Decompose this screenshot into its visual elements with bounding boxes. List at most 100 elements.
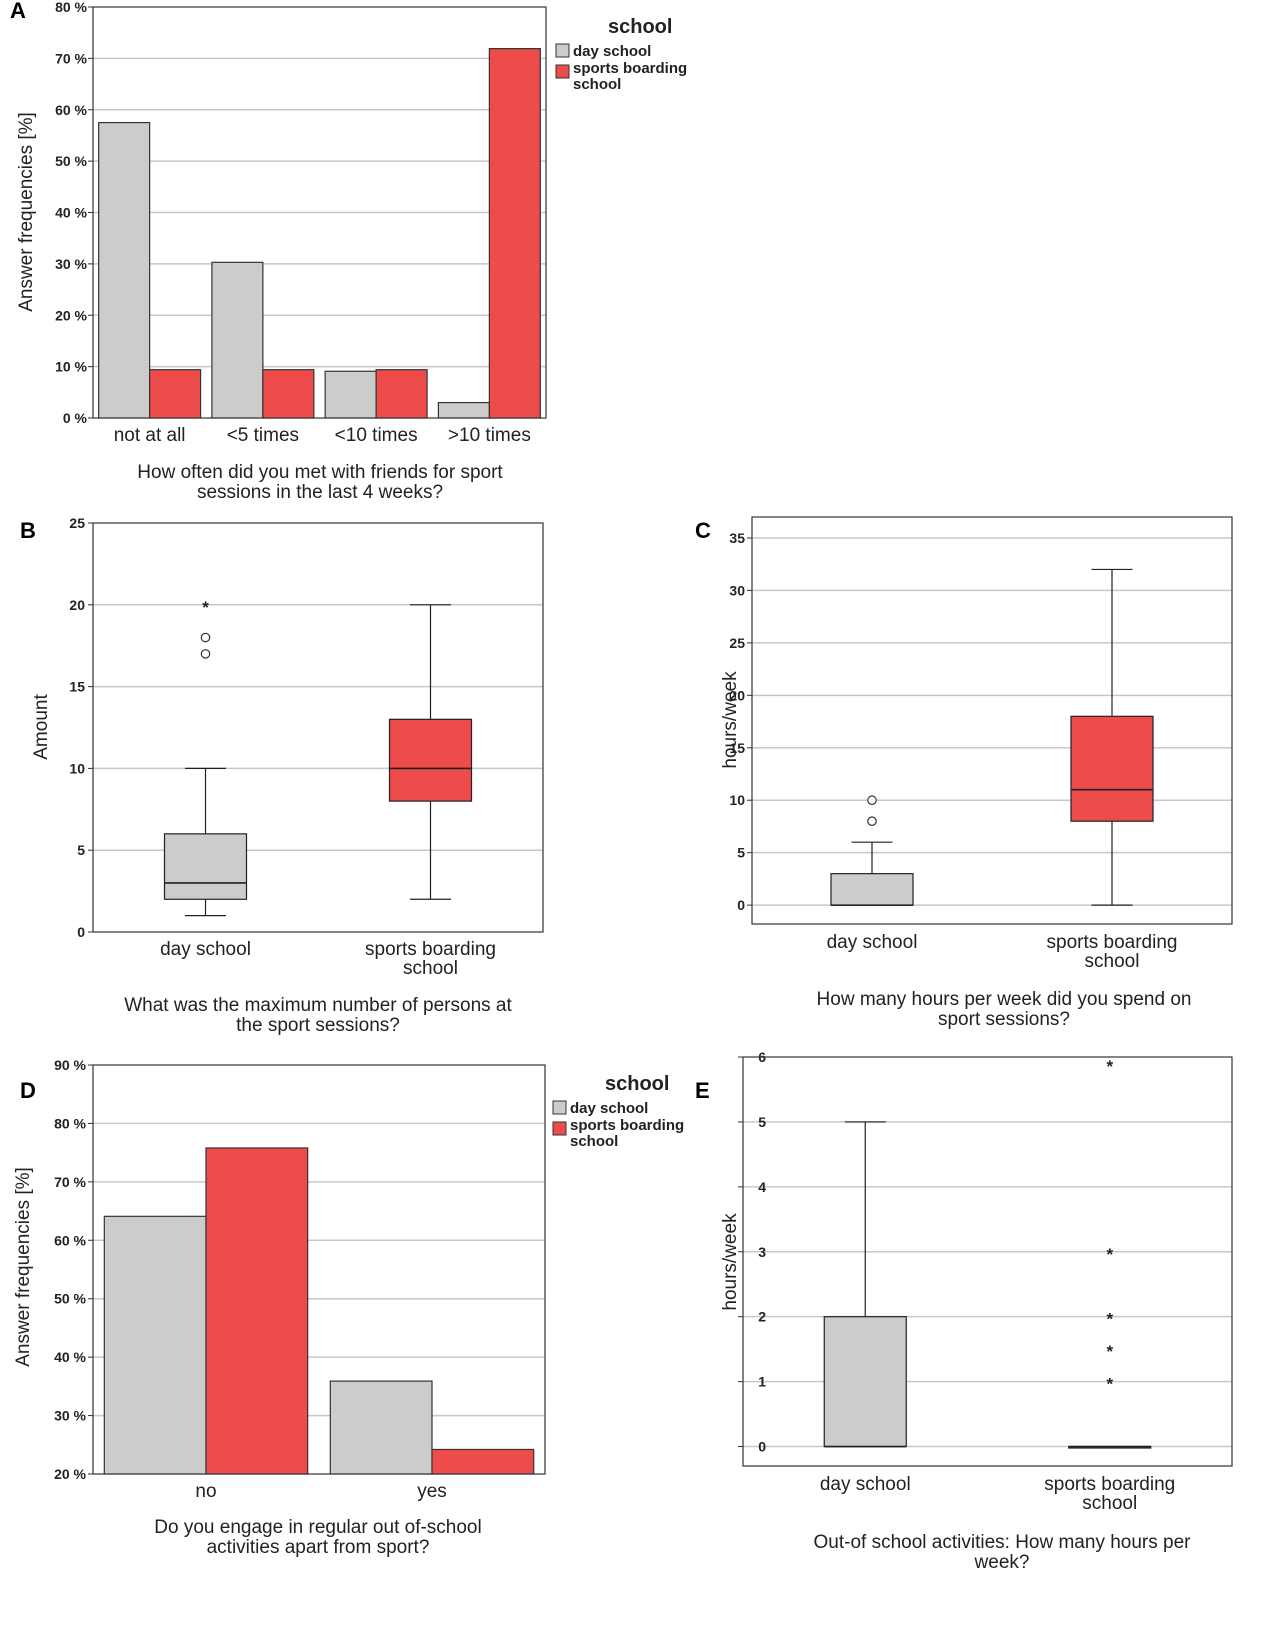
y-tick-label: 30 xyxy=(729,582,745,598)
legend-label-sports-boarding-school: sports boarding xyxy=(573,60,687,77)
legend-label-sports-boarding-school: sports boarding xyxy=(570,1117,684,1134)
bar xyxy=(205,1147,309,1475)
y-tick-label: 60 % xyxy=(54,1232,86,1248)
bar xyxy=(149,369,202,419)
y-tick-label: 4 xyxy=(758,1179,766,1195)
bar xyxy=(488,48,541,419)
y-tick-label: 40 % xyxy=(55,205,87,221)
x-tick-label: day school xyxy=(160,939,251,960)
extreme-point: * xyxy=(1106,1310,1113,1329)
panel-letter-a: A xyxy=(10,0,26,23)
y-tick-label: 0 xyxy=(77,924,85,940)
y-tick-label: 35 xyxy=(729,530,745,546)
bar xyxy=(324,370,377,419)
box xyxy=(1070,715,1154,822)
y-tick-label: 70 % xyxy=(55,50,87,66)
y-tick-label: 5 xyxy=(77,842,85,858)
y-tick-label: 80 % xyxy=(54,1115,86,1131)
x-tick-label: sports boarding xyxy=(1044,1474,1175,1495)
y-tick-label: 1 xyxy=(758,1374,766,1390)
y-axis-title: Answer frequencies [%] xyxy=(13,1167,34,1367)
panel-c-chart: 0 5 10 15 20 25 30 35 hours/week How many hours p… xyxy=(720,516,1233,1030)
box xyxy=(163,833,248,900)
y-axis-title: Answer frequencies [%] xyxy=(16,112,37,312)
y-tick-label: 5 xyxy=(758,1114,766,1130)
x-tick-label: school xyxy=(1085,951,1140,972)
x-tick-label: day school xyxy=(827,932,918,953)
y-tick-label: 10 % xyxy=(55,359,87,375)
box xyxy=(823,1316,907,1448)
legend-swatch-sports-boarding-school xyxy=(552,1121,567,1136)
legend-label-sports-boarding-school: school xyxy=(573,76,621,93)
y-tick-label: 0 xyxy=(737,897,745,913)
x-tick-label: sports boarding xyxy=(1047,932,1178,953)
y-tick-label: 30 % xyxy=(54,1408,86,1424)
plot-frame xyxy=(92,6,547,419)
panel-letter-e: E xyxy=(695,1078,710,1103)
y-tick-label: 10 xyxy=(69,760,85,776)
legend-label-day-school: day school xyxy=(573,43,651,60)
plot-frame xyxy=(92,522,544,933)
outlier-point xyxy=(200,632,211,643)
y-tick-label: 2 xyxy=(758,1309,766,1325)
y-axis-title: hours/week xyxy=(720,671,741,769)
x-axis-title: sport sessions? xyxy=(938,1009,1070,1030)
panel-letter-c: C xyxy=(695,518,711,543)
y-tick-label: 30 % xyxy=(55,256,87,272)
bar xyxy=(329,1380,433,1475)
x-axis-title: Do you engage in regular out of-school xyxy=(154,1517,481,1538)
legend-swatch-sports-boarding-school xyxy=(555,64,570,79)
legend-swatch-day-school xyxy=(555,43,570,58)
y-tick-label: 20 % xyxy=(55,307,87,323)
extreme-point: * xyxy=(202,598,209,617)
x-axis-title: the sport sessions? xyxy=(236,1015,400,1036)
outlier-point xyxy=(867,795,877,806)
box xyxy=(830,873,914,906)
x-tick-label: day school xyxy=(820,1474,911,1495)
extreme-point: * xyxy=(1106,1342,1113,1361)
x-tick-label: school xyxy=(1082,1493,1137,1514)
legend-swatch-day-school xyxy=(552,1100,567,1115)
plot-frame xyxy=(751,516,1233,925)
bar xyxy=(103,1215,207,1475)
panel-letter-d: D xyxy=(20,1078,36,1103)
bar xyxy=(431,1448,535,1475)
x-axis-title: What was the maximum number of persons a… xyxy=(124,995,512,1016)
y-axis-title: hours/week xyxy=(720,1213,741,1311)
x-tick-label: no xyxy=(195,1481,216,1502)
extreme-point: * xyxy=(1106,1057,1113,1076)
x-axis-title: activities apart from sport? xyxy=(207,1537,430,1558)
x-axis-title: How often did you met with friends for s… xyxy=(137,462,503,483)
panel-a-chart: 0 % 10 % 20 % 30 % 40 % 50 % 60 % 70 % 80 % Answe… xyxy=(16,0,687,503)
y-tick-label: 20 xyxy=(69,597,85,613)
panel-d-chart: 20 % 30 % 40 % 50 % 60 % 70 % 80 % 90 % Answer f… xyxy=(13,1057,684,1558)
y-tick-label: 50 % xyxy=(55,153,87,169)
bar xyxy=(262,369,315,419)
y-tick-label: 25 xyxy=(729,635,745,651)
x-tick-label: <10 times xyxy=(335,425,418,446)
y-tick-label: 25 xyxy=(69,515,85,531)
x-axis-title: week? xyxy=(974,1552,1030,1573)
legend-title: school xyxy=(608,16,672,38)
x-axis-title: Out-of school activities: How many hours… xyxy=(814,1532,1192,1553)
outlier-point xyxy=(867,816,877,827)
y-tick-label: 80 % xyxy=(55,0,87,15)
extreme-point: * xyxy=(1106,1245,1113,1264)
panel-letter-b: B xyxy=(20,518,36,543)
bar xyxy=(211,261,264,419)
x-tick-label: >10 times xyxy=(448,425,531,446)
panel-b-chart: 0 5 10 15 20 25 Amount What was the maximum num… xyxy=(31,515,544,1036)
outlier-point xyxy=(200,649,211,659)
plot-frame xyxy=(742,1056,1233,1467)
y-tick-label: 3 xyxy=(758,1244,766,1260)
y-tick-label: 90 % xyxy=(54,1057,86,1073)
y-tick-label: 70 % xyxy=(54,1174,86,1190)
bar xyxy=(98,121,151,419)
x-tick-label: yes xyxy=(417,1481,447,1502)
y-tick-label: 20 % xyxy=(54,1466,86,1482)
y-tick-label: 60 % xyxy=(55,102,87,118)
y-tick-label: 40 % xyxy=(54,1349,86,1365)
